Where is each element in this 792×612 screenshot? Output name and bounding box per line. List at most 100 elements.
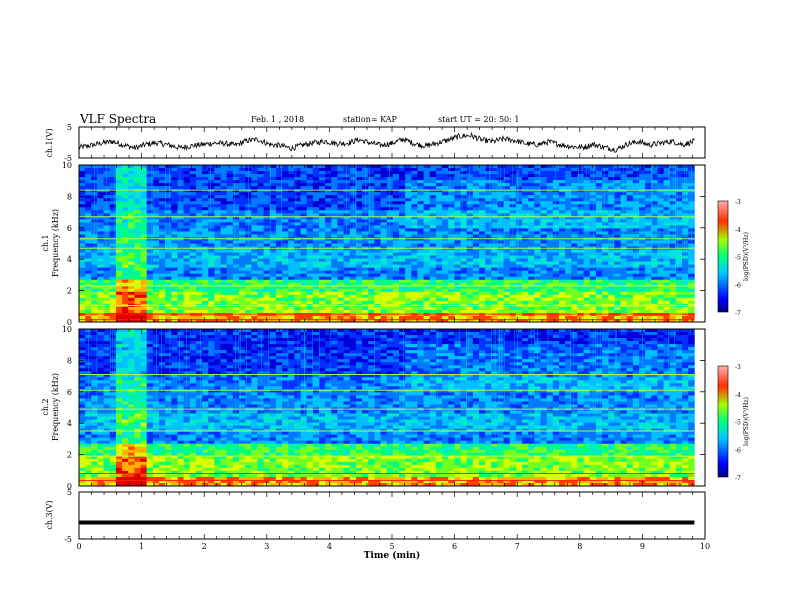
spectrogram-cell [79,234,86,238]
spectrogram-cell [491,264,498,268]
spectrogram-cell [663,198,671,202]
spectrogram-cell [300,219,308,223]
spectrogram-cell [349,228,357,232]
spectrogram-cell [528,264,535,268]
spectrogram-cell [620,180,628,184]
spectrogram-cell [122,249,129,253]
spectrogram-cell [146,174,154,178]
spectrogram-cell [85,165,92,169]
spectrogram-cell [392,177,400,181]
spectrogram-cell [485,252,492,256]
spectrogram-cell [146,201,154,205]
spectrogram-cell [146,240,154,244]
spectrogram-cell [195,255,203,259]
spectrogram-cell [214,273,221,278]
spectrogram-cell [478,234,486,238]
spectrogram-cell [392,276,400,281]
spectrogram-cell [595,189,603,193]
spectrogram-cell [288,174,295,178]
spectrogram-cell [509,282,517,287]
spectrogram-cell [442,255,449,259]
spectrogram-cell [651,174,658,178]
spectrogram-cell [392,210,400,214]
spectrogram-cell [509,300,517,305]
spectrogram-cell [657,204,664,208]
spectrogram-cell [645,297,652,302]
spectrogram-cell [140,279,148,284]
spectrogram-cell [202,195,209,199]
spectrogram-cell [208,279,215,284]
spectrogram-cell [602,195,609,199]
spectrogram-cell [626,168,634,172]
spectrogram-cell [312,243,320,247]
spectrogram-cell [392,171,400,175]
spectrogram-cell [478,216,486,220]
spectrogram-cell [300,225,308,229]
spectrogram-cell [398,267,406,272]
spectrogram-cell [300,195,308,199]
spectrogram-cell [522,276,529,281]
spectrogram-cell [275,261,283,265]
spectrogram-cell [558,279,566,284]
spectrogram-cell [589,174,597,178]
spectrogram-cell [140,243,148,247]
spectrogram-cell [134,174,141,178]
spectrogram-cell [85,195,92,199]
spectrogram-cell [454,183,461,187]
spectrogram-cell [374,291,381,296]
spectrogram-cell [442,165,449,169]
spectrogram-cell [657,285,664,290]
spectrogram-cell [97,189,104,193]
spectrogram-cell [331,213,338,217]
spectrogram-cell [620,276,628,281]
spectrogram-cell [411,231,418,235]
spectrogram-cell [485,282,492,287]
spectrogram-cell [614,189,621,193]
spectrogram-cell [682,189,689,193]
spectrogram-cell [257,285,264,290]
spectrogram-cell [214,210,221,214]
spectrogram-cell [491,168,498,172]
spectrogram-cell [312,174,320,178]
spectrogram-cell [337,213,344,217]
spectrogram-cell [583,204,591,208]
spectrogram-cell [343,291,351,296]
spectrogram-cell [380,306,388,311]
spectrogram-cell [552,234,560,238]
spectrogram-cell [608,219,615,223]
spectrogram-cell [626,207,634,211]
spectrogram-cell [300,168,308,172]
spectrogram-cell [208,219,215,223]
spectrogram-cell [183,180,191,184]
spectrogram-cell [485,231,492,235]
spectrogram-cell [349,216,357,220]
spectrogram-cell [159,168,166,172]
spectrogram-cell [577,270,584,275]
spectrogram-cell [435,306,443,311]
spectrogram-cell [128,201,135,205]
spectrogram-cell [460,177,468,181]
spectrogram-cell [85,234,92,238]
spectrogram-cell [472,285,480,290]
spectrogram-cell [528,258,535,262]
spectrogram-cell [540,210,548,214]
spectrogram-cell [189,258,197,262]
spectrogram-cell [171,291,178,296]
spectrogram-cell [380,168,388,172]
spectrogram-cell [343,174,351,178]
spectrogram-cell [97,252,104,256]
spectrogram-cell [448,243,455,247]
spectrogram-cell [79,198,86,202]
spectrogram-cell [312,264,320,268]
spectrogram-cell [386,276,394,281]
spectrogram-cell [183,294,191,299]
spectrogram-cell [220,216,228,220]
spectrogram-cell [257,225,264,229]
spectrogram-cell [183,285,191,290]
spectrogram-cell [122,252,129,256]
spectrogram-cell [442,198,449,202]
spectrogram-cell [220,201,228,205]
spectrogram-cell [429,261,437,265]
spectrogram-cell [423,198,431,202]
spectrogram-cell [331,189,338,193]
